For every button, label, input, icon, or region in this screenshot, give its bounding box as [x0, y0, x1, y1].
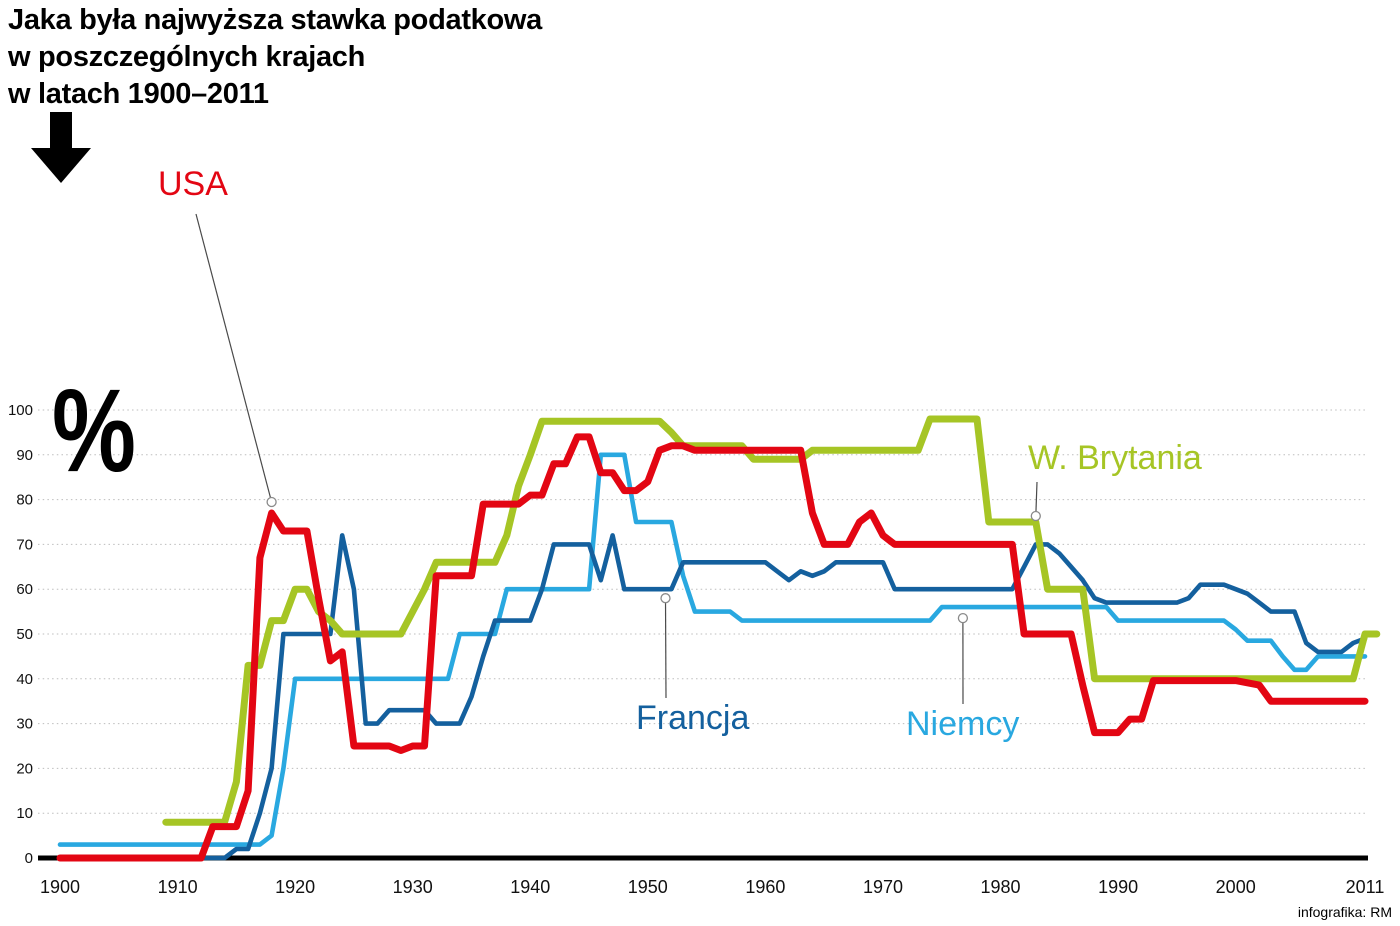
- series-line-francja: [57, 533, 1368, 861]
- leader-line-w-brytania: [1035, 481, 1038, 517]
- down-arrow-icon: [31, 112, 91, 183]
- y-tick-label: 20: [16, 760, 33, 777]
- y-tick-label: 40: [16, 671, 33, 688]
- y-tick-label: 100: [8, 402, 33, 419]
- title-line-1: Jaka była najwyższa stawka podatkowa: [8, 4, 542, 36]
- series-label-francja: Francja: [636, 699, 750, 737]
- x-tick-label: 1920: [275, 877, 315, 897]
- down-arrow-shape: [31, 112, 91, 183]
- series-line-usa: [56, 433, 1369, 862]
- y-tick-label: 10: [16, 805, 33, 822]
- leader-dot-usa: [266, 496, 277, 508]
- y-tick-label: 60: [16, 581, 33, 598]
- series-line-niemcy: [57, 452, 1368, 847]
- x-tick-label: 1980: [980, 877, 1020, 897]
- x-tick-label: 1970: [863, 877, 903, 897]
- leader-dot-francja: [660, 593, 671, 604]
- x-tick-label: 2000: [1216, 877, 1256, 897]
- credit-text: infografika: RM: [1297, 904, 1392, 920]
- y-tick-label: 50: [16, 626, 33, 643]
- leader-line-francja: [664, 598, 667, 699]
- x-tick-label: 1930: [393, 877, 433, 897]
- x-tick-label: 1940: [510, 877, 550, 897]
- x-tick-label: 1960: [745, 877, 785, 897]
- y-tick-label: 80: [16, 492, 33, 509]
- leader-dot-niemcy: [957, 612, 969, 624]
- y-tick-label: 70: [16, 536, 33, 553]
- leader-dot-w-brytania: [1030, 510, 1041, 522]
- y-tick-label: 0: [25, 850, 33, 867]
- page-title: Jaka była najwyższa stawka podatkowa w p…: [8, 2, 542, 113]
- title-line-3: w latach 1900–2011: [8, 78, 269, 110]
- x-tick-label: 1900: [40, 877, 80, 897]
- y-tick-label: 30: [16, 716, 33, 733]
- x-tick-label: 1910: [158, 877, 198, 897]
- series-label-niemcy: Niemcy: [906, 705, 1020, 743]
- x-tick-label: 2011: [1346, 877, 1385, 897]
- leader-line-usa: [195, 213, 273, 503]
- x-tick-label: 1950: [628, 877, 668, 897]
- title-line-2: w poszczególnych krajach: [8, 41, 366, 73]
- y-tick-label: 90: [16, 447, 33, 464]
- x-tick-label: 1990: [1098, 877, 1138, 897]
- series-label-w-brytania: W. Brytania: [1028, 439, 1202, 477]
- series-label-usa: USA: [158, 165, 228, 203]
- percent-symbol: %: [52, 365, 136, 497]
